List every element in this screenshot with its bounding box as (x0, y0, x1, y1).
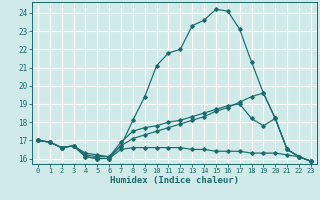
X-axis label: Humidex (Indice chaleur): Humidex (Indice chaleur) (110, 176, 239, 185)
